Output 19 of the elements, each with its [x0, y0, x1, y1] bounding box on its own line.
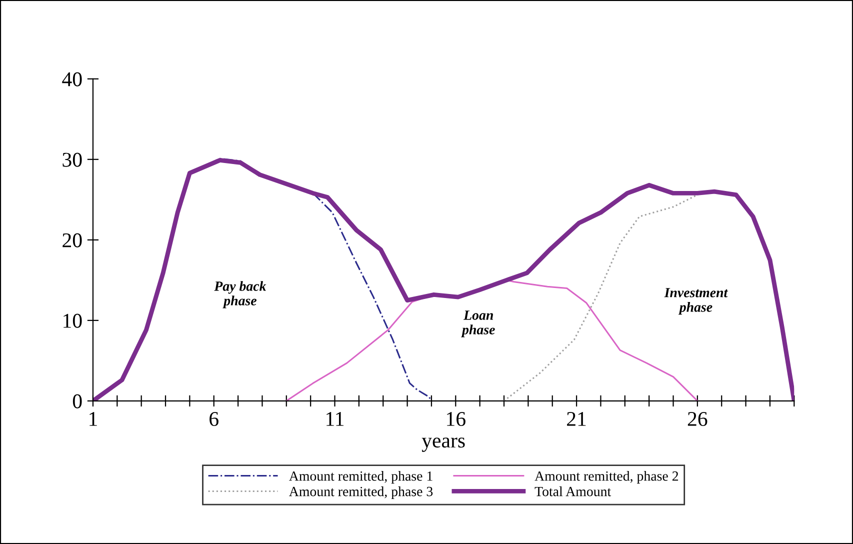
x-tick-label: 1: [90, 412, 97, 426]
y-tick-label: 10: [64, 314, 82, 328]
legend-label: Amount remitted, phase 2: [534, 470, 678, 484]
y-tick-label: 20: [62, 233, 82, 248]
y-tick-label: 0: [72, 394, 82, 408]
x-tick-label: 21: [567, 412, 586, 426]
annotation: Loan phase: [461, 310, 495, 338]
y-tick-label: 40: [62, 72, 82, 86]
legend-label: Amount remitted, phase 1: [289, 470, 432, 484]
legend-label: Amount remitted, phase 3: [289, 486, 433, 500]
x-tick-label: 6: [210, 412, 218, 426]
x-axis-title: years: [422, 438, 465, 452]
annotation: Pay back phase: [214, 281, 266, 308]
legend-label: Total Amount: [534, 486, 612, 496]
x-tick-label: 26: [688, 412, 708, 426]
annotation: Investment phase: [664, 288, 728, 315]
x-tick-label: 11: [326, 412, 344, 426]
y-tick-label: 30: [62, 152, 82, 167]
x-tick-label: 16: [447, 412, 466, 426]
